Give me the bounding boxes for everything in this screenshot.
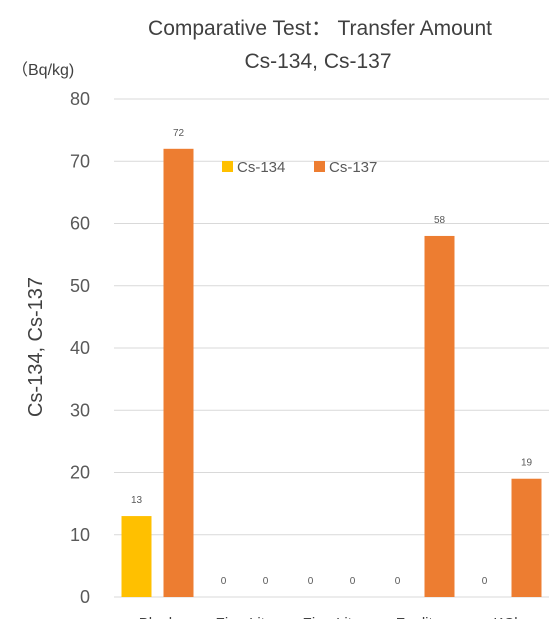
data-label-Cs-137-2: 0 [350, 576, 356, 587]
x-tick-1: Zine Lite [216, 615, 274, 619]
data-label-Cs-137-3: 58 [434, 215, 446, 226]
bar-Cs-137-0 [163, 148, 194, 598]
data-label-Cs-137-0: 72 [173, 128, 185, 139]
legend-swatch-Cs-134 [222, 161, 233, 172]
legend-swatch-Cs-137 [314, 161, 325, 172]
legend-label-Cs-137: Cs-137 [329, 159, 377, 176]
y-tick-20: 20 [70, 463, 90, 483]
data-label-Cs-134-0: 13 [131, 495, 143, 506]
x-tick-3: Zeolite [396, 615, 441, 619]
data-label-Cs-134-1: 0 [221, 576, 227, 587]
data-labels: 13 72 0 0 0 0 0 58 0 19 [131, 128, 533, 587]
y-tick-30: 30 [70, 400, 90, 420]
x-tick-labels: Blank Zine Lite Zine Lite Zeolite KCl [139, 615, 518, 619]
y-axis-label: Cs-134, Cs-137 [25, 277, 47, 417]
bar-Cs-137-3 [424, 235, 455, 597]
data-label-Cs-137-4: 19 [521, 458, 533, 469]
bar-Cs-137-4 [511, 478, 542, 597]
bars [121, 148, 542, 598]
y-tick-40: 40 [70, 338, 90, 358]
x-tick-2: Zine Lite [303, 615, 361, 619]
x-tick-4: KCl [493, 615, 517, 619]
y-tick-60: 60 [70, 214, 90, 234]
y-tick-0: 0 [80, 587, 90, 607]
chart-title: Comparative Test： Transfer Amount [148, 17, 492, 40]
data-label-Cs-134-2: 0 [308, 576, 314, 587]
y-tick-50: 50 [70, 276, 90, 296]
x-tick-0: Blank [139, 615, 177, 619]
data-label-Cs-137-1: 0 [263, 576, 269, 587]
legend: Cs-134 Cs-137 [222, 159, 377, 176]
legend-label-Cs-134: Cs-134 [237, 159, 285, 176]
data-label-Cs-134-4: 0 [482, 576, 488, 587]
y-tick-80: 80 [70, 89, 90, 109]
bar-Cs-134-0 [121, 516, 152, 597]
data-label-Cs-134-3: 0 [395, 576, 401, 587]
chart-subtitle: Cs-134, Cs-137 [244, 50, 391, 73]
y-tick-10: 10 [70, 525, 90, 545]
y-tick-70: 70 [70, 151, 90, 171]
y-tick-labels: 0 10 20 30 40 50 60 70 80 [70, 89, 90, 607]
unit-label: （Bq/kg) [12, 61, 74, 79]
